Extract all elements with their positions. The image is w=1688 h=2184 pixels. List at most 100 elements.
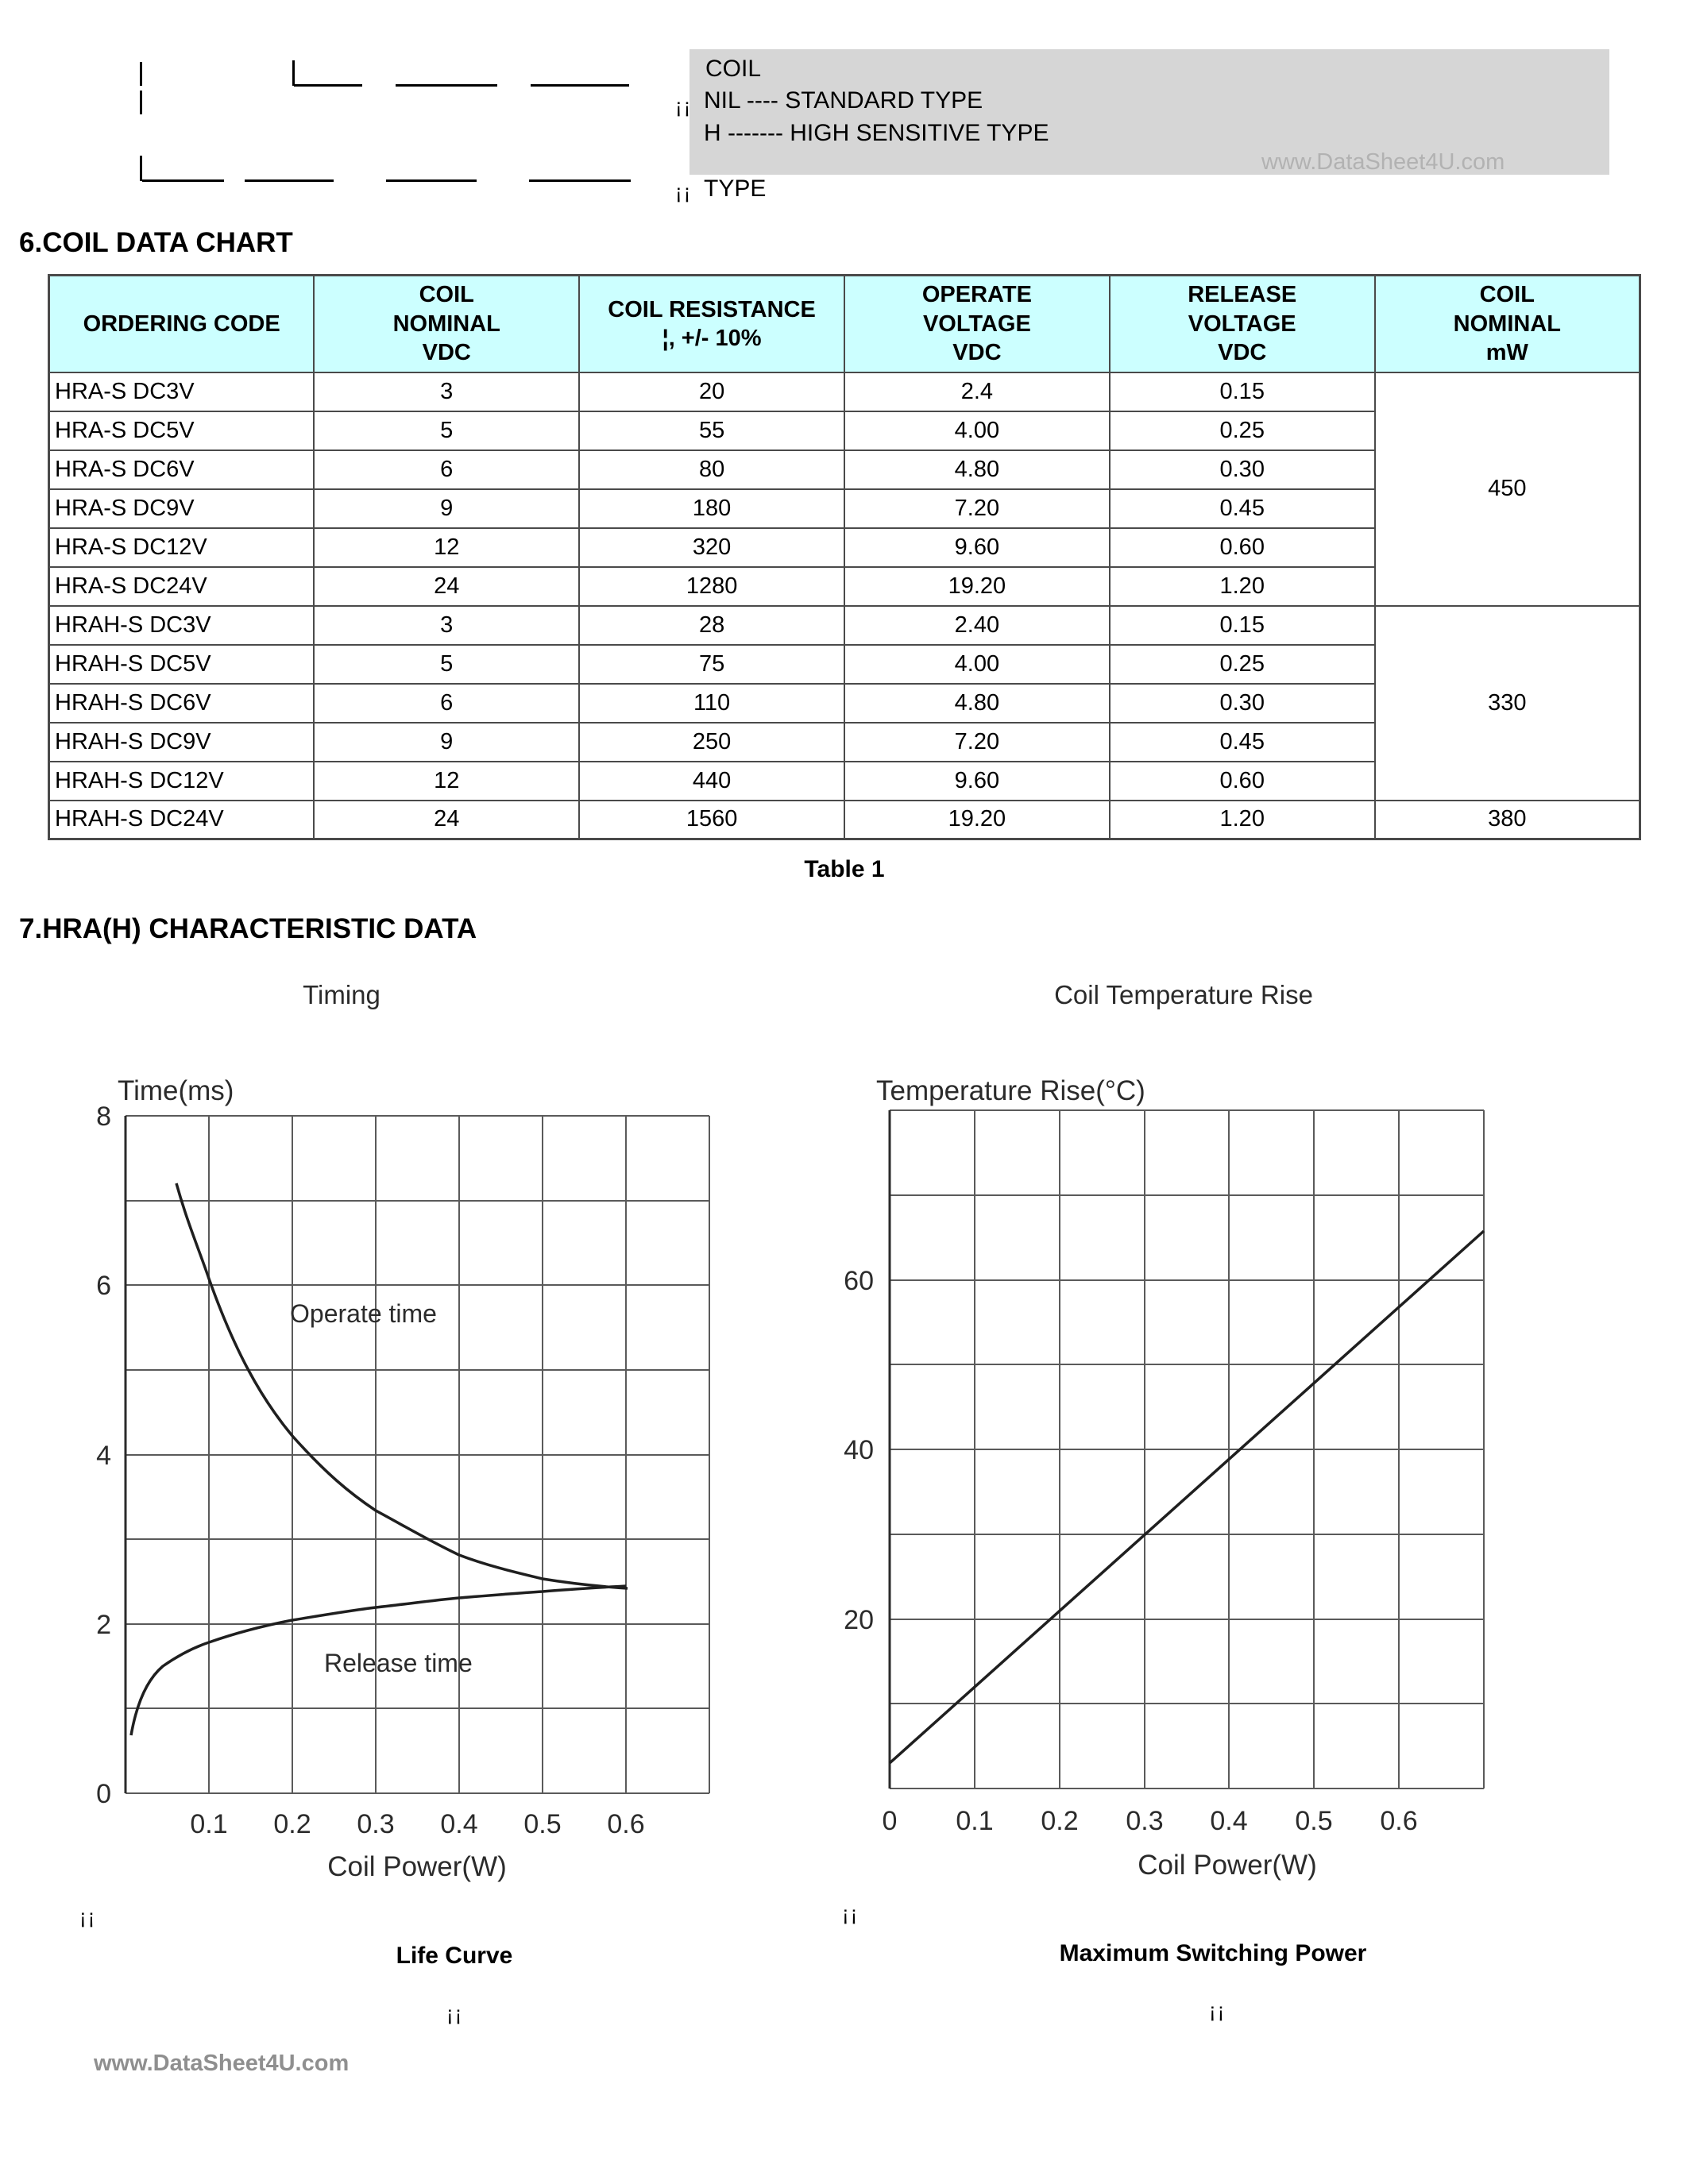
- table-row: HRA-S DC3V 3 20 2.4 0.15 450: [48, 371, 1641, 607]
- cell-ordering-code: HRA-S DC9V: [48, 488, 315, 529]
- x-tick-label: 0.1: [956, 1806, 993, 1836]
- type-label: TYPE: [704, 176, 767, 202]
- chart-title: Timing: [303, 980, 380, 1009]
- cell-ordering-code: HRA-S DC24V: [48, 565, 315, 607]
- encoding-marker: ¡¡: [79, 1904, 97, 1928]
- x-tick-label: 0.2: [1041, 1806, 1078, 1836]
- y-tick-label: 8: [96, 1102, 111, 1132]
- table-row: HRAH-S DC9V 9 250 7.20 0.45: [48, 721, 1640, 762]
- ordering-code-line: [140, 62, 142, 86]
- cell-nominal-vdc: 24: [313, 565, 581, 607]
- cell-nominal-vdc: 9: [313, 721, 581, 762]
- header-coil-nominal-vdc: COIL NOMINAL VDC: [313, 274, 581, 373]
- cell-release-voltage: 0.45: [1108, 488, 1376, 529]
- cell-operate-voltage: 9.60: [843, 527, 1111, 568]
- cell-ordering-code: HRA-S DC3V: [48, 371, 315, 412]
- cell-release-voltage: 0.45: [1108, 721, 1376, 762]
- ordering-code-line: [529, 179, 631, 182]
- timing-chart: Timing Time(ms) 8 6 4 2 0 Operate time R…: [96, 980, 710, 1882]
- x-tick-label: 0.6: [1380, 1806, 1417, 1836]
- table-row: HRA-S DC12V 12 320 9.60 0.60: [48, 527, 1640, 568]
- coil-data-table: ORDERING CODE COIL NOMINAL VDC COIL RESI…: [48, 274, 1641, 840]
- cell-release-voltage: 0.30: [1108, 449, 1376, 490]
- cell-ordering-code: HRAH-S DC5V: [48, 643, 315, 685]
- release-time-label: Release time: [324, 1649, 473, 1677]
- max-switching-power-label: Maximum Switching Power: [1059, 1940, 1367, 1966]
- x-tick-label: 0: [883, 1806, 898, 1836]
- cell-resistance: 55: [578, 410, 845, 451]
- table-header-row: ORDERING CODE COIL NOMINAL VDC COIL RESI…: [48, 274, 1641, 373]
- cell-ordering-code: HRAH-S DC9V: [48, 721, 315, 762]
- cell-release-voltage: 0.60: [1108, 760, 1376, 801]
- y-tick-label: 20: [844, 1605, 874, 1635]
- x-tick-label: 0.6: [607, 1809, 644, 1839]
- operate-time-label: Operate time: [290, 1299, 437, 1328]
- table-row: HRAH-S DC12V 12 440 9.60 0.60: [48, 760, 1640, 801]
- cell-nominal-vdc: 3: [313, 371, 581, 412]
- y-axis-label: Temperature Rise(°C): [876, 1075, 1145, 1106]
- y-tick-label: 40: [844, 1435, 874, 1465]
- encoding-marker: ¡¡: [842, 1901, 859, 1925]
- chart-title: Coil Temperature Rise: [1054, 980, 1313, 1009]
- datasheet4u-watermark: www.DataSheet4U.com: [94, 2051, 350, 2076]
- header-release-voltage: RELEASE VOLTAGE VDC: [1108, 274, 1376, 373]
- cell-operate-voltage: 2.40: [843, 604, 1111, 646]
- table-row: HRA-S DC5V 5 55 4.00 0.25: [48, 410, 1640, 451]
- cell-nominal-vdc: 24: [313, 799, 581, 840]
- cell-operate-voltage: 9.60: [843, 760, 1111, 801]
- cell-nominal-vdc: 3: [313, 604, 581, 646]
- table-row: HRAH-S DC3V 3 28 2.40 0.15 330: [48, 604, 1641, 801]
- coil-label: COIL: [705, 56, 762, 82]
- y-axis-label: Time(ms): [118, 1075, 234, 1106]
- datasheet4u-watermark: www.DataSheet4U.com: [1261, 149, 1505, 175]
- header-ordering-code: ORDERING CODE: [48, 274, 315, 373]
- cell-release-voltage: 0.15: [1108, 604, 1376, 646]
- cell-resistance: 320: [578, 527, 845, 568]
- cell-nominal-vdc: 5: [313, 410, 581, 451]
- cell-resistance: 180: [578, 488, 845, 529]
- cell-operate-voltage: 7.20: [843, 721, 1111, 762]
- cell-operate-voltage: 2.4: [843, 371, 1111, 412]
- ordering-code-line: [140, 91, 142, 114]
- cell-release-voltage: 0.25: [1108, 410, 1376, 451]
- encoding-marker: ¡¡: [446, 2001, 464, 2025]
- cell-nominal-vdc: 9: [313, 488, 581, 529]
- cell-operate-voltage: 19.20: [843, 799, 1111, 840]
- ordering-code-line: [386, 179, 477, 182]
- cell-nominal-vdc: 6: [313, 449, 581, 490]
- cell-resistance: 1280: [578, 565, 845, 607]
- cell-release-voltage: 0.15: [1108, 371, 1376, 412]
- cell-operate-voltage: 19.20: [843, 565, 1111, 607]
- cell-ordering-code: HRA-S DC5V: [48, 410, 315, 451]
- cell-release-voltage: 0.25: [1108, 643, 1376, 685]
- cell-ordering-code: HRA-S DC6V: [48, 449, 315, 490]
- encoding-marker: ¡¡: [1209, 1998, 1226, 2022]
- chart-grid: [125, 1115, 710, 1794]
- cell-release-voltage: 0.30: [1108, 682, 1376, 723]
- cell-resistance: 75: [578, 643, 845, 685]
- encoding-marker: ¡¡: [675, 94, 693, 118]
- operate-time-curve: [175, 1183, 628, 1590]
- cell-release-voltage: 1.20: [1108, 565, 1376, 607]
- ordering-code-line: [245, 179, 334, 182]
- nil-type-line: NIL ---- STANDARD TYPE: [704, 87, 983, 114]
- cell-operate-voltage: 4.80: [843, 449, 1111, 490]
- encoding-marker: ¡¡: [675, 179, 693, 203]
- x-tick-label: 0.2: [273, 1809, 311, 1839]
- table-row: HRA-S DC6V 6 80 4.80 0.30: [48, 449, 1640, 490]
- ordering-code-line: [294, 84, 362, 87]
- life-curve-label: Life Curve: [396, 1943, 513, 1969]
- ordering-code-line: [140, 156, 142, 181]
- table-row: HRA-S DC9V 9 180 7.20 0.45: [48, 488, 1640, 529]
- table-row: HRAH-S DC6V 6 110 4.80 0.30: [48, 682, 1640, 723]
- cell-resistance: 250: [578, 721, 845, 762]
- chart-grid: [889, 1109, 1485, 1789]
- cell-ordering-code: HRAH-S DC24V: [48, 799, 315, 840]
- cell-coil-power: 330: [1373, 604, 1641, 801]
- ordering-code-line: [531, 84, 629, 87]
- x-tick-label: 0.5: [1295, 1806, 1332, 1836]
- y-tick-label: 4: [96, 1441, 111, 1471]
- header-coil-nominal-mw: COIL NOMINAL mW: [1373, 274, 1641, 373]
- x-tick-label: 0.3: [357, 1809, 394, 1839]
- y-tick-label: 0: [96, 1779, 111, 1809]
